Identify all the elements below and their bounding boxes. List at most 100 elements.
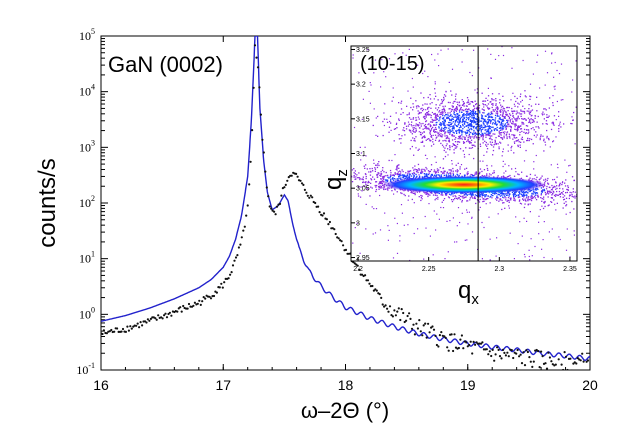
inset-point xyxy=(492,103,494,105)
inset-point xyxy=(471,136,473,138)
inset-point xyxy=(474,121,476,123)
inset-point xyxy=(515,129,517,131)
inset-point xyxy=(547,193,550,195)
inset-speckle xyxy=(528,255,530,258)
inset-speckle xyxy=(520,203,523,205)
inset-point xyxy=(474,113,477,115)
inset-point xyxy=(504,195,506,198)
inset-point xyxy=(487,113,489,115)
inset-speckle xyxy=(482,112,484,114)
inset-point xyxy=(469,125,471,127)
series-measured-point xyxy=(396,310,399,313)
inset-point xyxy=(482,103,484,105)
series-measured-point xyxy=(403,320,406,324)
inset-point xyxy=(471,112,474,115)
inset-point xyxy=(434,124,436,126)
inset-point xyxy=(472,109,474,111)
inset-speckle xyxy=(352,242,354,244)
inset-speckle xyxy=(532,73,534,75)
inset-point xyxy=(457,116,459,118)
inset-point xyxy=(506,113,508,115)
inset-point xyxy=(510,199,512,201)
inset-speckle xyxy=(551,228,553,230)
inset-speckle xyxy=(542,239,544,241)
inset-point xyxy=(456,173,458,175)
series-measured-point xyxy=(193,301,196,304)
inset-point xyxy=(508,201,510,203)
inset-point xyxy=(473,137,475,139)
inset-point xyxy=(451,134,454,136)
inset-point xyxy=(479,198,481,201)
inset-point xyxy=(504,123,507,125)
inset-point xyxy=(433,113,435,115)
inset-point xyxy=(451,199,453,201)
inset-point xyxy=(486,121,488,123)
inset-point xyxy=(473,122,475,124)
inset-point xyxy=(496,110,498,112)
inset-point xyxy=(435,95,437,97)
inset-point xyxy=(482,142,484,144)
inset-point xyxy=(522,105,524,107)
inset-point xyxy=(503,124,505,127)
inset-point xyxy=(510,127,512,129)
inset-point xyxy=(443,122,445,124)
inset-point xyxy=(529,138,531,140)
inset-point xyxy=(452,127,455,130)
inset-speckle xyxy=(380,86,382,88)
series-measured-point xyxy=(230,271,233,274)
inset-point xyxy=(394,172,396,174)
inset-point xyxy=(469,197,471,199)
inset-point xyxy=(400,142,402,144)
inset-point xyxy=(408,171,410,173)
inset-point xyxy=(528,121,530,124)
inset-point xyxy=(375,188,378,191)
inset-point xyxy=(602,188,603,189)
inset-point xyxy=(519,202,522,204)
inset-point xyxy=(448,137,450,140)
inset-speckle xyxy=(365,203,367,205)
inset-point xyxy=(389,169,392,172)
inset-speckle xyxy=(487,48,489,50)
inset-point xyxy=(436,194,438,197)
inset-point xyxy=(392,174,394,176)
inset-point xyxy=(475,107,477,109)
inset-point xyxy=(526,139,528,142)
inset-y-tick-label: 3.15 xyxy=(356,116,370,123)
inset-point xyxy=(429,194,431,196)
inset-point xyxy=(510,198,512,200)
inset-point xyxy=(427,128,430,130)
series-measured-point xyxy=(168,311,171,314)
inset-point xyxy=(469,131,471,134)
inset-point xyxy=(439,113,441,116)
inset-point xyxy=(463,116,465,118)
series-measured-point xyxy=(101,332,104,336)
inset-point xyxy=(374,170,376,172)
inset-point xyxy=(472,194,474,196)
inset-speckle xyxy=(433,98,435,100)
inset-point xyxy=(396,167,398,169)
inset-point xyxy=(408,123,410,125)
series-measured-point xyxy=(522,351,525,354)
inset-point xyxy=(456,143,459,146)
inset-point xyxy=(469,142,471,144)
series-measured-point xyxy=(239,243,242,246)
inset-point xyxy=(443,126,446,129)
inset-speckle xyxy=(373,159,375,161)
inset-point xyxy=(547,205,549,207)
inset-point xyxy=(523,141,525,143)
inset-speckle xyxy=(461,49,463,51)
inset-point xyxy=(436,113,438,116)
inset-point xyxy=(365,177,367,180)
inset-point xyxy=(363,185,365,187)
inset-speckle xyxy=(544,144,547,146)
series-measured-point xyxy=(394,314,397,317)
inset-point xyxy=(437,170,439,172)
inset-point xyxy=(517,145,519,148)
inset-point xyxy=(406,114,408,116)
inset-point xyxy=(348,181,349,182)
inset-point xyxy=(467,119,470,121)
inset-point xyxy=(353,176,355,178)
inset-point xyxy=(476,114,478,116)
inset-point xyxy=(510,126,512,128)
inset-point xyxy=(488,115,490,117)
